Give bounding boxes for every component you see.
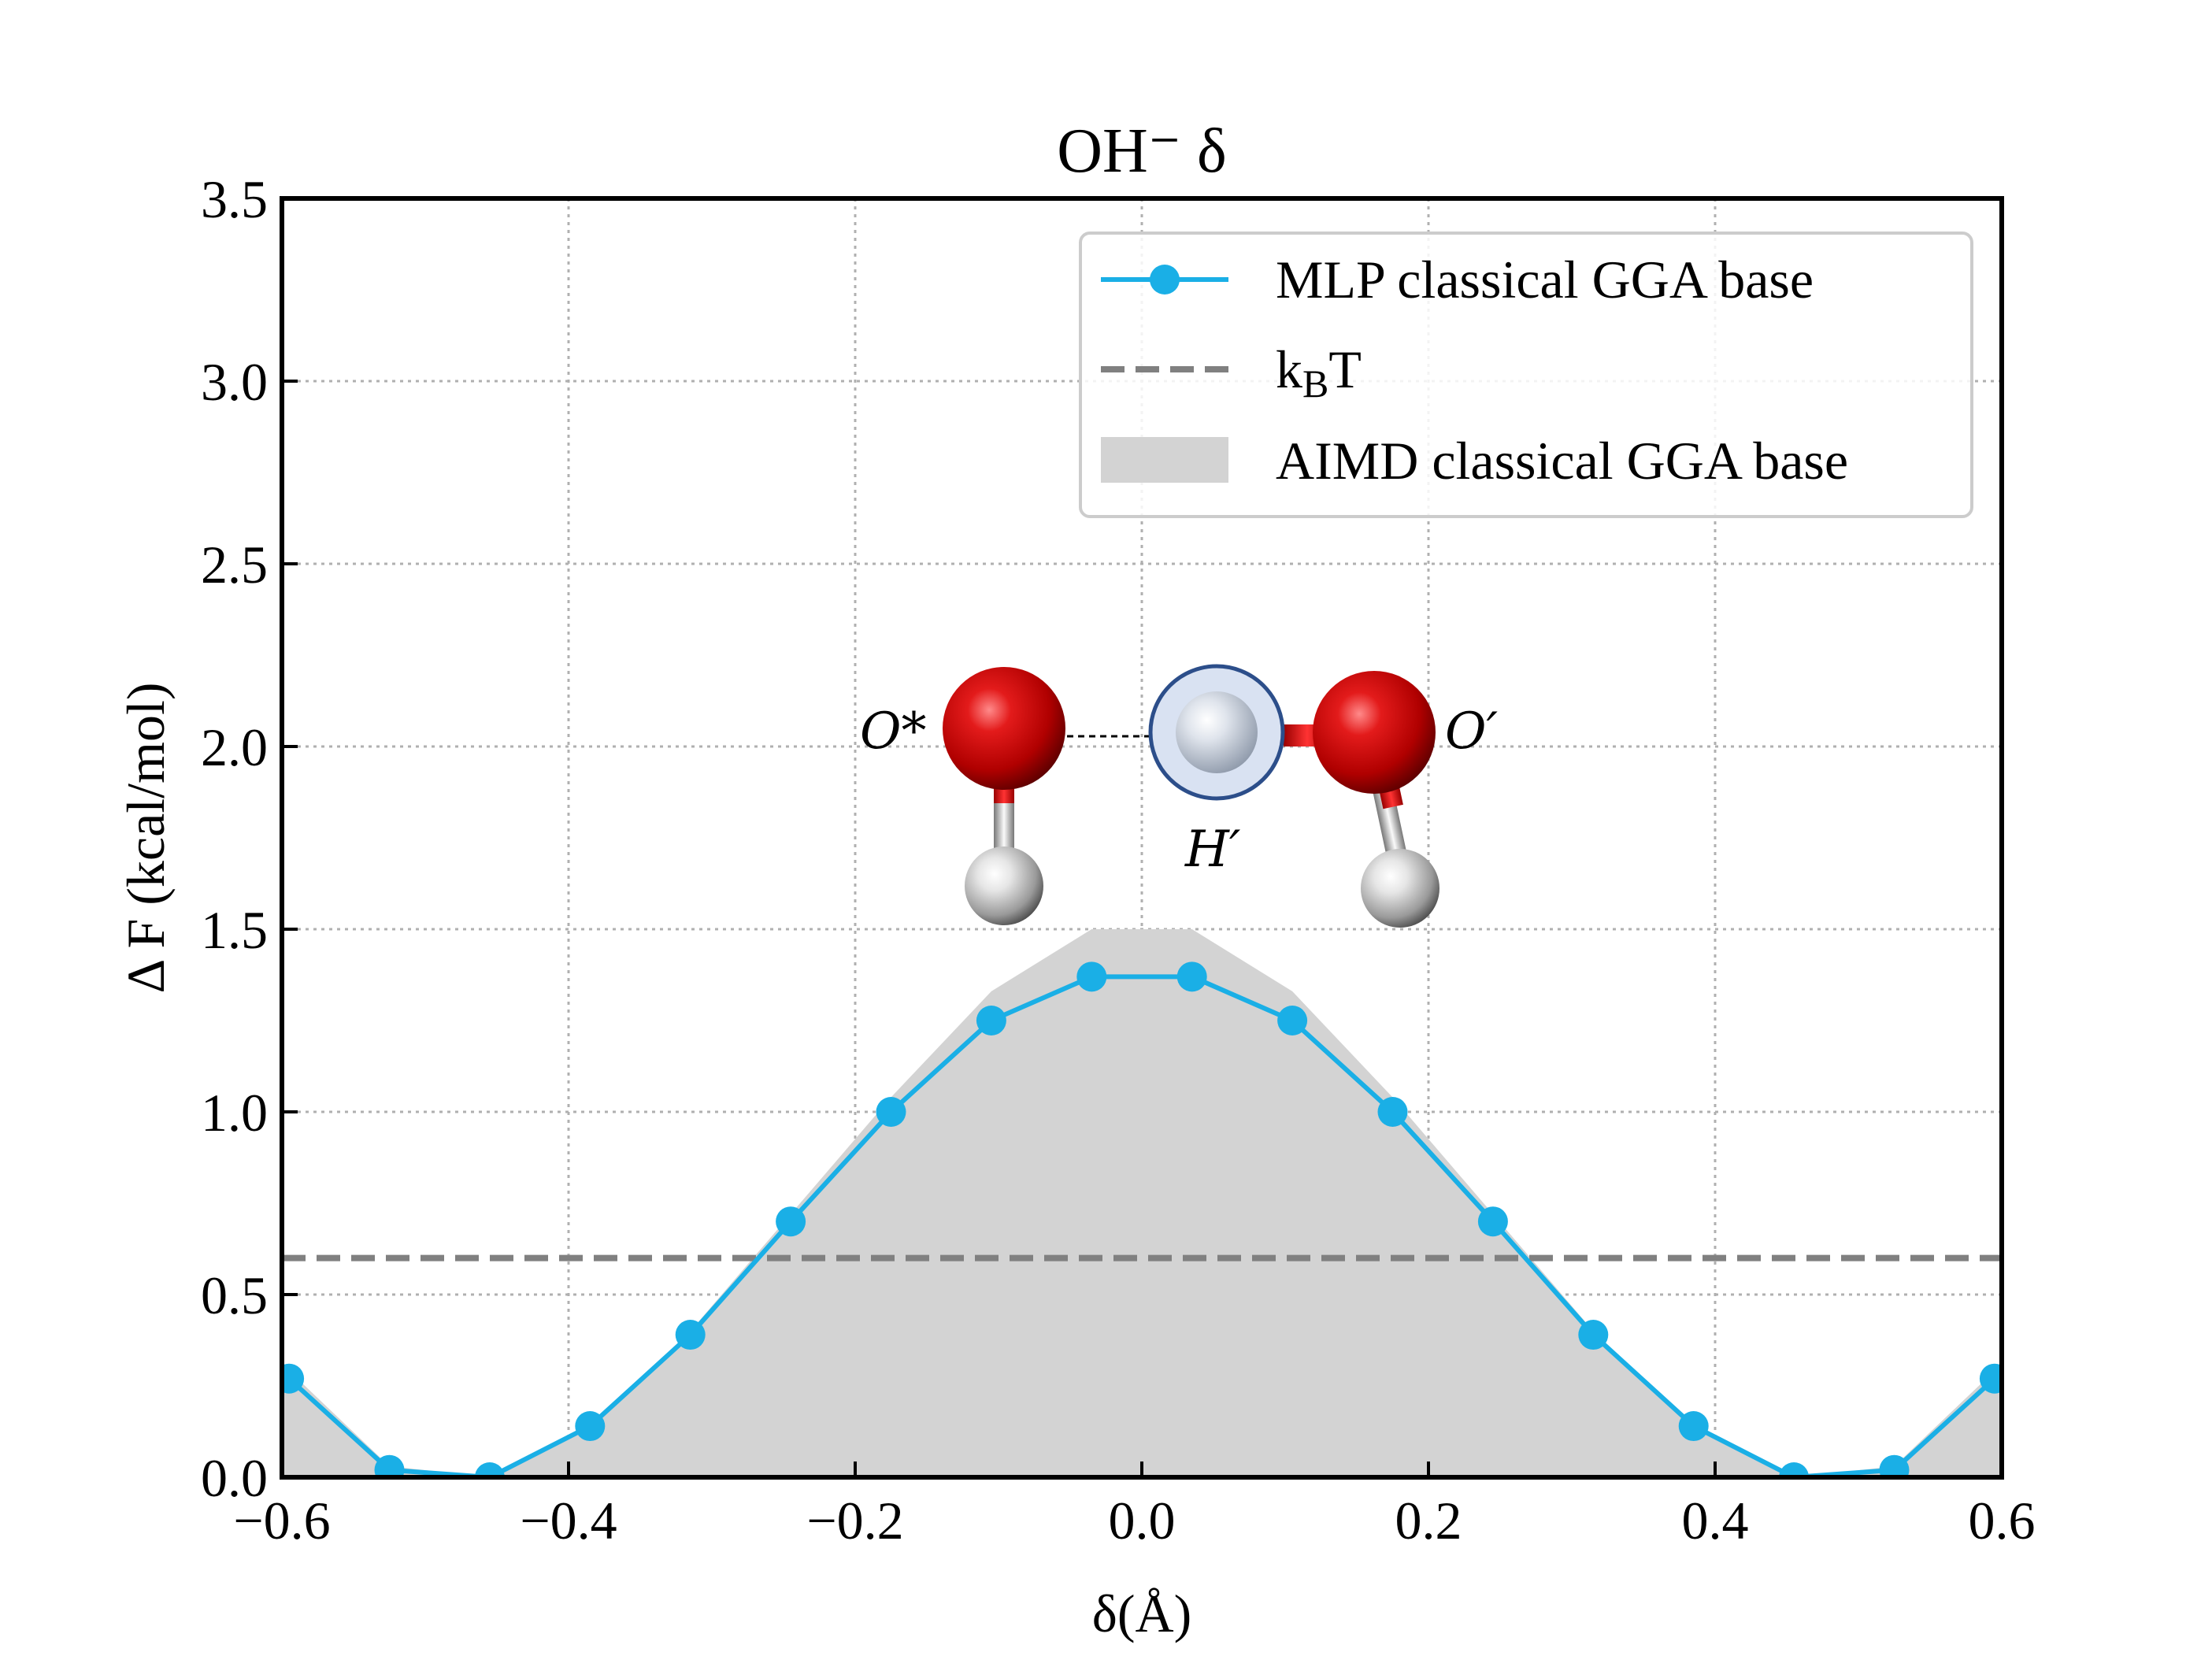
- x-axis-label: δ(Å): [1092, 1584, 1191, 1643]
- x-tick-label: 0.0: [1109, 1491, 1176, 1550]
- legend-mlp-label: MLP classical GGA base: [1276, 250, 1814, 309]
- mlp-data-point: [1879, 1454, 1910, 1477]
- y-tick-label: 1.5: [201, 900, 268, 960]
- y-axis-ticks: 0.0 0.5 1.0 1.5 2.0 2.5 3.0 3.5: [201, 169, 298, 1508]
- legend-box: [1079, 232, 1973, 518]
- label-o-star: O*: [860, 702, 926, 761]
- mlp-data-point: [1578, 1320, 1609, 1350]
- mlp-data-point: [1477, 1206, 1508, 1237]
- mlp-data-point: [474, 1462, 505, 1477]
- x-axis-ticks: −0.6 −0.4 −0.2 0.0 0.2 0.4 0.6: [233, 1462, 2036, 1550]
- x-tick-label: 0.4: [1682, 1491, 1749, 1550]
- y-tick-label: 2.5: [201, 535, 268, 595]
- aimd-fill-area: [282, 929, 2002, 1477]
- y-tick-label: 3.5: [201, 169, 268, 229]
- mlp-data-point: [1979, 1363, 2002, 1394]
- mlp-markers: [282, 961, 2002, 1477]
- x-tick-label: −0.4: [520, 1491, 617, 1550]
- x-tick-label: −0.6: [233, 1491, 330, 1550]
- legend-kbt-label: kBT: [1276, 339, 1362, 406]
- hydrogen-atom-hprime: [1176, 691, 1258, 773]
- chart-title: OH⁻ δ: [1057, 117, 1226, 186]
- hydrogen-atom-oprime: [1361, 849, 1439, 928]
- y-tick-label: 2.0: [201, 717, 268, 777]
- mlp-data-point: [282, 1363, 305, 1394]
- y-tick-label: 0.5: [201, 1265, 268, 1325]
- mlp-data-point: [876, 1097, 906, 1127]
- mlp-data-point: [1779, 1462, 1810, 1477]
- hydrogen-atom-ostar: [965, 847, 1043, 925]
- mlp-data-point: [575, 1411, 606, 1442]
- mlp-data-point: [976, 1006, 1006, 1035]
- y-tick-label: 3.0: [201, 352, 268, 412]
- y-tick-label: 1.0: [201, 1083, 268, 1143]
- legend-mlp-swatch-marker: [1150, 265, 1180, 295]
- y-axis-label: Δ F (kcal/mol): [116, 682, 176, 993]
- mlp-data-point: [675, 1320, 706, 1350]
- mlp-data-point: [374, 1454, 405, 1477]
- legend-kbt-sub: B: [1302, 361, 1328, 406]
- legend-aimd-swatch: [1101, 437, 1228, 483]
- bond-oprime-h: [1372, 786, 1408, 860]
- mlp-data-point: [1277, 1006, 1308, 1035]
- oxygen-atom-ostar: [943, 667, 1065, 790]
- mlp-data-point: [1377, 1097, 1408, 1127]
- x-tick-label: 0.6: [1969, 1491, 2036, 1550]
- mlp-series-line: [287, 974, 1996, 1477]
- legend-kbt-k: k: [1276, 339, 1302, 399]
- label-o-prime: O′: [1445, 702, 1498, 761]
- mlp-data-point: [1176, 961, 1207, 992]
- mlp-data-point: [1678, 1411, 1709, 1442]
- x-tick-label: −0.2: [806, 1491, 903, 1550]
- oxygen-atom-oprime: [1313, 671, 1436, 794]
- mlp-data-point: [776, 1206, 806, 1237]
- x-tick-label: 0.2: [1395, 1491, 1462, 1550]
- legend-kbt-t: T: [1328, 339, 1362, 399]
- y-tick-label: 0.0: [201, 1448, 268, 1508]
- label-h-prime: H′: [1184, 821, 1241, 879]
- molecule-inset: O* H′ O′: [860, 664, 1498, 928]
- mlp-data-point: [1076, 961, 1107, 992]
- legend: MLP classical GGA base kBT AIMD classica…: [1079, 232, 1973, 518]
- legend-aimd-label: AIMD classical GGA base: [1276, 431, 1848, 491]
